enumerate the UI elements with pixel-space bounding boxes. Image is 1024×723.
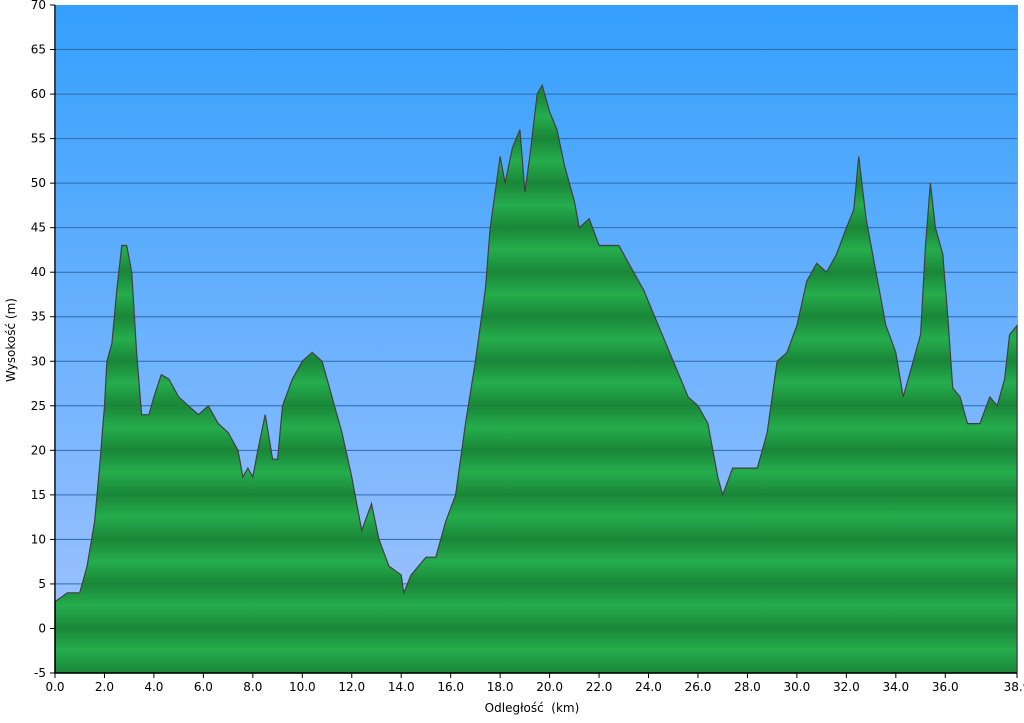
y-tick-label: 0 [38, 621, 46, 635]
x-tick-label: 26.0 [685, 680, 712, 694]
y-tick-label: 20 [31, 443, 46, 457]
y-tick-label: 70 [31, 0, 46, 12]
y-tick-label: 55 [31, 132, 46, 146]
x-axis-label: Odległość (km) [485, 701, 580, 715]
x-tick-label: 10.0 [289, 680, 316, 694]
x-tick-label: 36.0 [932, 680, 959, 694]
y-axis-label: Wysokość (m) [4, 298, 18, 382]
y-tick-label: 15 [31, 488, 46, 502]
x-tick-label: 2.0 [95, 680, 114, 694]
x-tick-label: 14.0 [388, 680, 415, 694]
x-tick-label: 38.9 [1004, 680, 1024, 694]
y-tick-label: 30 [31, 354, 46, 368]
x-tick-label: 0.0 [45, 680, 64, 694]
x-tick-label: 12.0 [338, 680, 365, 694]
y-tick-label: 60 [31, 87, 46, 101]
y-tick-label: 25 [31, 399, 46, 413]
y-tick-label: 40 [31, 265, 46, 279]
x-tick-label: 30.0 [784, 680, 811, 694]
elevation-area [54, 83, 1018, 674]
x-tick-label: 24.0 [635, 680, 662, 694]
x-tick-label: 22.0 [586, 680, 613, 694]
x-tick-label: 20.0 [536, 680, 563, 694]
x-tick-label: 32.0 [833, 680, 860, 694]
y-tick-label: 45 [31, 221, 46, 235]
y-tick-label: 10 [31, 532, 46, 546]
y-tick-label: 65 [31, 43, 46, 57]
y-tick-label: -5 [34, 666, 46, 680]
x-tick-label: 16.0 [437, 680, 464, 694]
x-tick-label: 8.0 [243, 680, 262, 694]
y-tick-label: 35 [31, 310, 46, 324]
axes: -5 0 5 10 15 20 25 30 35 40 45 50 55 60 65 70 0.0 2.0 4.0 6… [31, 0, 1024, 694]
y-tick-label: 50 [31, 176, 46, 190]
x-tick-label: 4.0 [144, 680, 163, 694]
x-tick-label: 34.0 [882, 680, 909, 694]
x-tick-label: 28.0 [734, 680, 761, 694]
y-tick-label: 5 [38, 577, 46, 591]
x-tick-label: 18.0 [487, 680, 514, 694]
x-tick-label: 6.0 [194, 680, 213, 694]
